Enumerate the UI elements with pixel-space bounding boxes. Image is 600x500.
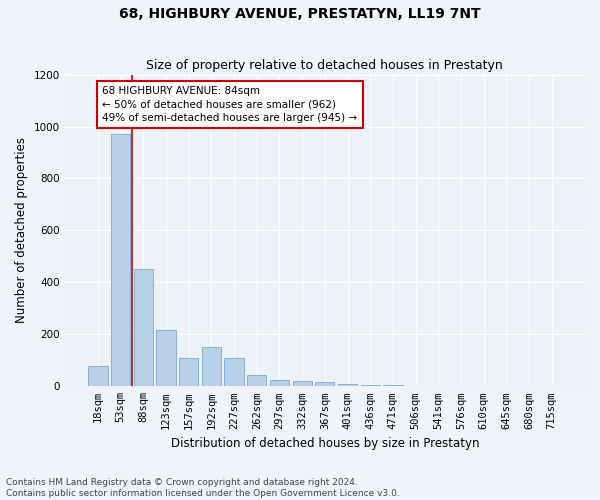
Bar	[247, 374, 266, 386]
Title: Size of property relative to detached houses in Prestatyn: Size of property relative to detached ho…	[146, 59, 503, 72]
Bar	[383, 385, 403, 386]
Bar	[315, 382, 334, 386]
Text: 68 HIGHBURY AVENUE: 84sqm
← 50% of detached houses are smaller (962)
49% of semi: 68 HIGHBURY AVENUE: 84sqm ← 50% of detac…	[103, 86, 358, 122]
Bar	[270, 380, 289, 386]
Bar	[111, 134, 130, 386]
Bar	[134, 270, 153, 386]
Bar	[179, 358, 199, 386]
Bar	[157, 330, 176, 386]
Bar	[361, 385, 380, 386]
Bar	[338, 384, 357, 386]
Text: 68, HIGHBURY AVENUE, PRESTATYN, LL19 7NT: 68, HIGHBURY AVENUE, PRESTATYN, LL19 7NT	[119, 8, 481, 22]
Bar	[224, 358, 244, 386]
Text: Contains HM Land Registry data © Crown copyright and database right 2024.
Contai: Contains HM Land Registry data © Crown c…	[6, 478, 400, 498]
Bar	[293, 380, 312, 386]
Y-axis label: Number of detached properties: Number of detached properties	[15, 138, 28, 324]
X-axis label: Distribution of detached houses by size in Prestatyn: Distribution of detached houses by size …	[170, 437, 479, 450]
Bar	[88, 366, 107, 386]
Bar	[202, 348, 221, 387]
